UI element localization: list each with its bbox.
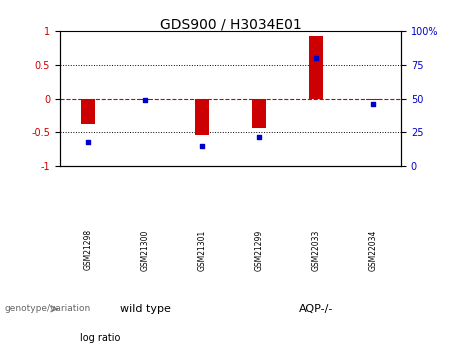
Text: log ratio: log ratio xyxy=(80,333,120,343)
Text: GSM22034: GSM22034 xyxy=(368,229,377,271)
Text: GDS900 / H3034E01: GDS900 / H3034E01 xyxy=(160,17,301,31)
Bar xyxy=(366,99,380,100)
Point xyxy=(255,134,263,139)
Bar xyxy=(81,99,95,124)
Point xyxy=(85,139,92,145)
Point xyxy=(198,143,206,149)
Bar xyxy=(138,99,152,100)
Text: GSM21300: GSM21300 xyxy=(141,229,150,271)
Text: GSM21301: GSM21301 xyxy=(198,229,207,270)
Bar xyxy=(195,99,209,135)
Text: GSM21298: GSM21298 xyxy=(84,229,93,270)
Text: AQP-/-: AQP-/- xyxy=(299,304,333,314)
Text: genotype/variation: genotype/variation xyxy=(5,304,91,313)
Point xyxy=(369,101,376,107)
Point xyxy=(312,55,319,61)
Text: GSM21299: GSM21299 xyxy=(254,229,263,270)
Text: GSM22033: GSM22033 xyxy=(311,229,320,271)
Text: wild type: wild type xyxy=(120,304,171,314)
Bar xyxy=(309,37,323,99)
Bar xyxy=(252,99,266,128)
Point xyxy=(142,97,149,103)
